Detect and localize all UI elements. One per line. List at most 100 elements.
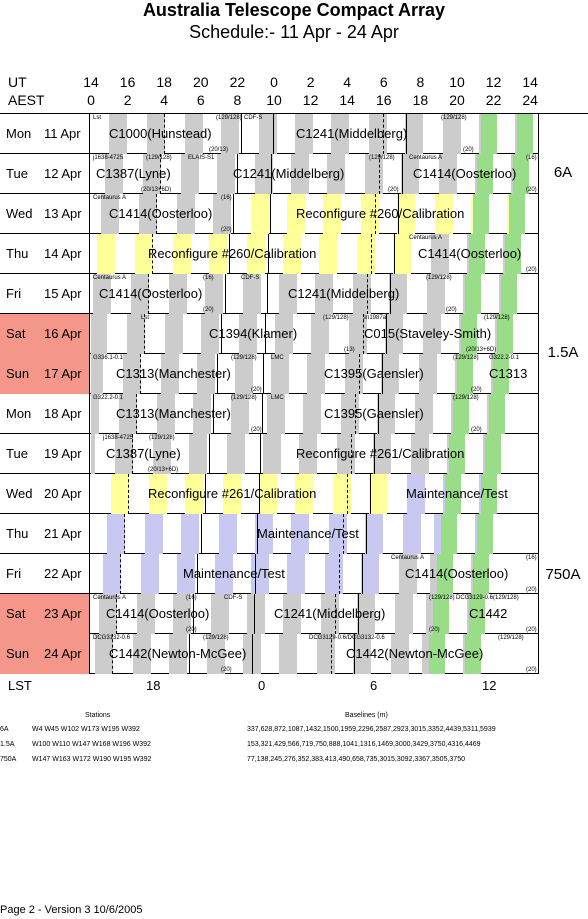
transit-line — [164, 114, 165, 154]
source-note: (129/128) — [426, 275, 452, 281]
lst-band — [95, 634, 113, 674]
lst-band — [271, 354, 289, 394]
ut-tick: 16 — [119, 74, 136, 90]
config-divider — [538, 114, 539, 674]
schedule-row: Tue 12 Apr j1638-4725 (129/128) ELAIS-S1 (20/… — [0, 154, 538, 194]
source-note: CDF-S — [224, 595, 243, 601]
calibration-band — [481, 474, 497, 514]
lst-tick: 0 — [258, 678, 266, 693]
lst-band — [215, 554, 233, 594]
lst-band — [207, 634, 225, 674]
lst-band — [401, 154, 419, 194]
source-note: LMC — [271, 395, 284, 401]
transit-line — [367, 274, 368, 314]
source-note: G336.1-0.1 — [93, 355, 124, 361]
transit-line — [140, 354, 141, 394]
lst-band — [419, 354, 437, 394]
transit-line — [132, 434, 133, 474]
day-name: Wed — [6, 206, 33, 221]
lst-band — [423, 314, 441, 354]
lst-band — [279, 634, 297, 674]
source-note: (20) — [526, 267, 537, 273]
program-boundary — [382, 354, 383, 394]
aest-label: AEST — [8, 92, 45, 108]
ut-tick: 6 — [379, 74, 388, 90]
program-boundary — [193, 594, 194, 634]
lst-band — [91, 394, 99, 434]
aest-tick: 4 — [160, 92, 169, 108]
source-note: (16) — [221, 195, 232, 201]
lst-band — [127, 314, 145, 354]
program-boundary — [354, 634, 355, 674]
schedule-row: Fri 15 Apr Centaurus A (16) (20) CDF-S (129/12… — [0, 274, 538, 314]
row-timeline: Lst (129/128) (20/13) CDF-S (129/128) (20) C10… — [91, 114, 538, 154]
lst-band — [411, 434, 429, 474]
source-note: (20/13+6D) — [141, 187, 172, 193]
ut-tick: 4 — [343, 74, 352, 90]
source-note: (16) — [203, 275, 214, 281]
program-label: Maintenance/Test — [406, 486, 508, 501]
program-boundary — [402, 154, 403, 194]
lst-band — [193, 394, 211, 434]
baseline-list: 153,321,429,566,719,750,888,1041,1316,14… — [247, 741, 481, 748]
lst-band — [435, 194, 453, 234]
aest-tick: 12 — [302, 92, 319, 108]
aest-tick: 14 — [339, 92, 355, 108]
transit-line — [128, 474, 129, 514]
config-label: 6A — [553, 164, 573, 181]
transit-line — [152, 234, 153, 274]
calibration-band — [501, 274, 517, 314]
lst-band — [369, 474, 387, 514]
lst-band — [361, 554, 379, 594]
lst-band — [211, 594, 229, 634]
schedule-row: Wed 13 Apr Centaurus A (16) (20) C1414(Ooster… — [0, 194, 538, 234]
day-date: 17 Apr — [44, 366, 82, 381]
lst-band — [91, 354, 103, 394]
day-name: Sat — [6, 326, 26, 341]
row-timeline: Lst (129/128) (13) sn1987a (129/128) (20/13+6… — [91, 314, 538, 354]
source-note: (20) — [526, 667, 537, 673]
lst-band — [427, 274, 445, 314]
lst-band — [169, 274, 187, 314]
station-config: 1.5A — [0, 741, 15, 748]
schedule-row: Tue 19 Apr j1638-4725 (129/128) (20/13+6D) C1… — [0, 434, 538, 474]
source-note: Centaurus A — [391, 555, 425, 561]
lst-band — [395, 594, 413, 634]
lst-band — [197, 354, 215, 394]
lst-band — [357, 594, 375, 634]
day-name: Mon — [6, 126, 32, 141]
day-name: Thu — [6, 246, 29, 261]
lst-band — [181, 154, 199, 194]
lst-band — [275, 314, 293, 354]
calibration-band — [497, 314, 513, 354]
lst-band — [153, 434, 171, 474]
lst-band — [217, 154, 235, 194]
program-boundary — [229, 234, 230, 274]
source-note: (16) — [526, 555, 537, 561]
row-timeline: Reconfigure #261/Calibration Maintenance/… — [91, 474, 538, 514]
transit-line — [347, 474, 348, 514]
lst-label: LST — [8, 678, 32, 693]
program-label: C1241(Middelberg) — [296, 126, 408, 141]
lst-band — [389, 274, 407, 314]
source-note: DCG3132-0.6 — [93, 635, 131, 641]
program-boundary — [374, 434, 375, 474]
schedule-row: Sun 24 Apr DCG3132-0.6 (129/128) (20) DCG3129… — [0, 634, 538, 674]
ut-tick: 8 — [416, 74, 425, 90]
program-label: C1395(Gaensler) — [324, 366, 424, 381]
lst-band — [255, 154, 273, 194]
ut-tick: 12 — [485, 74, 502, 90]
source-note: (129/128) — [369, 155, 395, 161]
lst-band — [157, 394, 175, 434]
lst-band — [303, 394, 321, 434]
lst-band — [399, 554, 417, 594]
lst-band — [443, 114, 461, 154]
program-label: C1241(Middelberg) — [233, 166, 345, 181]
transit-line — [331, 634, 332, 674]
lst-band — [243, 274, 261, 314]
lst-band — [181, 514, 199, 554]
lst-band — [283, 594, 301, 634]
page-subtitle: Schedule:- 11 Apr - 24 Apr — [189, 22, 399, 42]
lst-band — [93, 274, 111, 314]
lst-band — [283, 234, 301, 274]
